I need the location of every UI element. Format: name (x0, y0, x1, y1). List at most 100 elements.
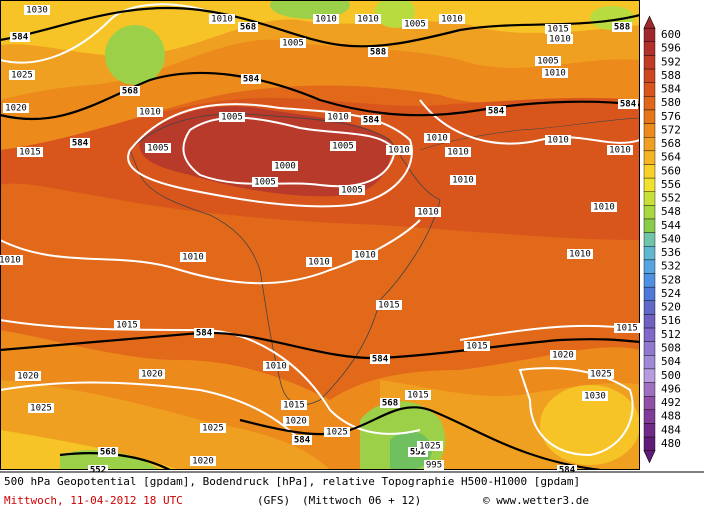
label-bg (588, 369, 614, 379)
colorbar-label: 520 (661, 301, 681, 314)
label-bg (557, 465, 577, 475)
pressure-label: 1000 (274, 162, 296, 172)
label-bg (272, 161, 298, 171)
label-bg (535, 56, 561, 66)
label-bg (15, 371, 41, 381)
label-bg (582, 391, 608, 401)
label-bg (424, 460, 444, 470)
label-bg (10, 32, 30, 42)
label-bg (376, 300, 402, 310)
colorbar-label: 504 (661, 355, 681, 368)
colorbar-label: 540 (661, 232, 681, 245)
label-bg (145, 143, 171, 153)
label-bg (28, 403, 54, 413)
colorbar-swatch (643, 55, 656, 70)
colorbar-label: 584 (661, 83, 681, 96)
colorbar-label: 524 (661, 287, 681, 300)
pressure-label: 1025 (326, 428, 348, 438)
label-bg (280, 38, 306, 48)
colorbar-top (643, 15, 656, 29)
label-bg (70, 138, 90, 148)
pressure-label: 1005 (404, 20, 426, 30)
pressure-label: 1015 (407, 391, 429, 401)
footer-model: (GFS) (257, 494, 290, 507)
pressure-label: 1005 (147, 144, 169, 154)
height-label: 584 (196, 329, 213, 339)
label-bg (380, 398, 400, 408)
height-label: 568 (240, 23, 256, 33)
colorbar-swatch (643, 82, 656, 97)
label-bg (612, 22, 632, 32)
pressure-label: 1010 (609, 146, 631, 156)
height-label: 568 (100, 448, 116, 458)
label-bg (9, 70, 35, 80)
pressure-label: 1020 (141, 370, 163, 380)
colorbar-label: 544 (661, 219, 681, 232)
label-bg (545, 135, 571, 145)
colorbar-label: 564 (661, 151, 681, 164)
label-bg (190, 456, 216, 466)
pressure-label: 1010 (452, 176, 474, 186)
label-bg (137, 107, 163, 117)
label-bg (0, 255, 23, 265)
colorbar-swatch (643, 191, 656, 206)
label-bg (313, 14, 339, 24)
colorbar-swatch (643, 96, 656, 111)
colorbar-swatch (643, 355, 656, 370)
colorbar-swatch (643, 137, 656, 152)
colorbar-swatch (643, 273, 656, 288)
colorbar-label: 532 (661, 260, 681, 273)
pressure-label: 1010 (139, 108, 161, 118)
colorbar-label: 560 (661, 164, 681, 177)
label-bg (238, 22, 258, 32)
pressure-label: 1010 (569, 250, 591, 260)
pressure-label: 1010 (426, 134, 448, 144)
label-bg (241, 74, 261, 84)
label-bg (324, 427, 350, 437)
colorbar-label: 480 (661, 437, 681, 450)
footer-copyright: © www.wetter3.de (483, 494, 589, 507)
height-label: 584 (243, 75, 260, 85)
pressure-label: 1025 (30, 404, 52, 414)
colorbar-swatch (643, 68, 656, 83)
pressure-label: 1010 (447, 148, 469, 158)
pressure-label: 1015 (616, 324, 638, 334)
label-bg (352, 250, 378, 260)
pressure-label: 1020 (17, 372, 39, 382)
pressure-label: 1020 (192, 457, 214, 467)
pressure-label: 1010 (547, 136, 569, 146)
label-bg (424, 133, 450, 143)
height-label: 584 (372, 355, 389, 365)
colorbar-swatch (643, 218, 656, 233)
pressure-label: 1005 (537, 57, 559, 67)
label-bg (614, 323, 640, 333)
pressure-label: 1030 (26, 6, 48, 16)
pressure-label: 1015 (116, 321, 138, 331)
label-bg (283, 416, 309, 426)
colorbar-swatch (643, 205, 656, 220)
pressure-label: 1010 (544, 69, 566, 79)
pressure-label: 1010 (357, 15, 379, 25)
label-bg (330, 141, 356, 151)
colorbar-label: 512 (661, 328, 681, 341)
colorbar-label: 580 (661, 96, 681, 109)
pressure-label: 1010 (327, 113, 349, 123)
label-bg (405, 390, 431, 400)
label-bg (17, 147, 43, 157)
height-label: 588 (370, 48, 386, 58)
colorbar-swatch (643, 409, 656, 424)
height-label: 568 (382, 399, 398, 409)
pressure-label: 1020 (5, 104, 27, 114)
label-bg (550, 350, 576, 360)
height-label: 584 (488, 107, 505, 117)
pressure-label: 1010 (0, 256, 21, 266)
colorbar-swatch (643, 164, 656, 179)
colorbar-label: 508 (661, 341, 681, 354)
label-bg (408, 447, 428, 457)
label-bg (88, 465, 108, 475)
label-bg (542, 68, 568, 78)
pressure-label: 1015 (19, 148, 41, 158)
colorbar-swatch (643, 341, 656, 356)
